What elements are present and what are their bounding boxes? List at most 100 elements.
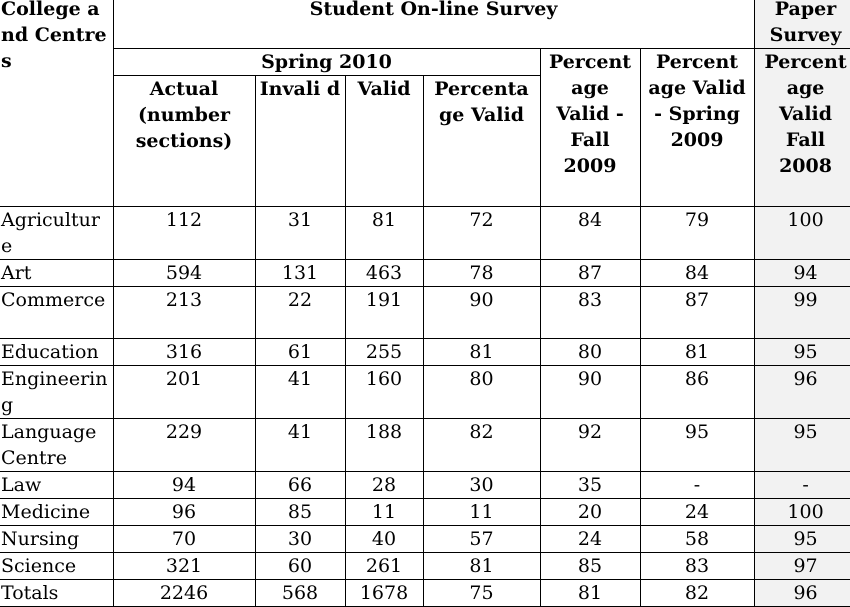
cell-valid: 160 <box>344 365 424 419</box>
header-spring-2010: Spring 2010 <box>112 48 541 76</box>
header-paper-survey: Paper Survey <box>753 0 850 49</box>
cell-fall-2008: - <box>753 471 850 499</box>
cell-invalid: 31 <box>254 206 346 260</box>
row-name: Nursing <box>0 525 114 553</box>
cell-spring-2009: 95 <box>639 418 755 472</box>
cell-pct-valid: 72 <box>422 206 541 260</box>
header-percentage-valid: Percenta ge Valid <box>422 75 541 207</box>
row-name: Law <box>0 471 114 499</box>
cell-spring-2009: 79 <box>639 206 755 260</box>
row-name: Commerce <box>0 286 114 339</box>
cell-fall-2008: 96 <box>753 579 850 607</box>
cell-fall-2008: 95 <box>753 418 850 472</box>
row-name: Language Centre <box>0 418 114 472</box>
cell-spring-2009: 24 <box>639 498 755 526</box>
cell-invalid: 85 <box>254 498 346 526</box>
cell-spring-2009: 81 <box>639 338 755 366</box>
table-row: Engineering 201 41 160 80 90 86 96 <box>0 365 850 419</box>
row-name: Medicine <box>0 498 114 526</box>
cell-actual: 213 <box>112 286 256 339</box>
cell-spring-2009: 82 <box>639 579 755 607</box>
cell-actual: 94 <box>112 471 256 499</box>
cell-actual: 2246 <box>112 579 256 607</box>
cell-fall-2008: 95 <box>753 525 850 553</box>
cell-invalid: 60 <box>254 552 346 580</box>
cell-valid: 255 <box>344 338 424 366</box>
cell-actual: 321 <box>112 552 256 580</box>
header-valid: Valid <box>344 75 424 207</box>
cell-pct-valid: 81 <box>422 338 541 366</box>
table-row: Agriculture 112 31 81 72 84 79 100 <box>0 206 850 260</box>
cell-fall-2009: 87 <box>539 259 641 287</box>
row-name: Engineering <box>0 365 114 419</box>
cell-pct-valid: 30 <box>422 471 541 499</box>
header-fall-2008: Percent age Valid Fall 2008 <box>753 48 850 207</box>
table-row: Commerce 213 22 191 90 83 87 99 <box>0 286 850 339</box>
table-row: Totals 2246 568 1678 75 81 82 96 <box>0 579 850 607</box>
cell-invalid: 41 <box>254 365 346 419</box>
cell-actual: 229 <box>112 418 256 472</box>
cell-pct-valid: 82 <box>422 418 541 472</box>
cell-invalid: 30 <box>254 525 346 553</box>
cell-invalid: 41 <box>254 418 346 472</box>
row-name: Art <box>0 259 114 287</box>
cell-invalid: 22 <box>254 286 346 339</box>
cell-fall-2009: 35 <box>539 471 641 499</box>
cell-valid: 261 <box>344 552 424 580</box>
table-row: Art 594 131 463 78 87 84 94 <box>0 259 850 287</box>
cell-spring-2009: 83 <box>639 552 755 580</box>
cell-spring-2009: 84 <box>639 259 755 287</box>
cell-pct-valid: 57 <box>422 525 541 553</box>
cell-pct-valid: 11 <box>422 498 541 526</box>
cell-actual: 96 <box>112 498 256 526</box>
header-invalid: Invali d <box>254 75 346 207</box>
cell-spring-2009: 86 <box>639 365 755 419</box>
table-row: Nursing 70 30 40 57 24 58 95 <box>0 525 850 553</box>
cell-valid: 463 <box>344 259 424 287</box>
header-online-survey: Student On-line Survey <box>112 0 755 49</box>
cell-pct-valid: 81 <box>422 552 541 580</box>
row-name: Agriculture <box>0 206 114 260</box>
cell-actual: 70 <box>112 525 256 553</box>
cell-fall-2008: 100 <box>753 498 850 526</box>
cell-fall-2009: 92 <box>539 418 641 472</box>
row-name: Totals <box>0 579 114 607</box>
row-name: Education <box>0 338 114 366</box>
cell-fall-2008: 94 <box>753 259 850 287</box>
cell-fall-2009: 83 <box>539 286 641 339</box>
header-college: College and Centres <box>0 0 114 207</box>
header-spring-2009: Percent age Valid - Spring 2009 <box>639 48 755 207</box>
cell-pct-valid: 78 <box>422 259 541 287</box>
cell-valid: 11 <box>344 498 424 526</box>
cell-pct-valid: 80 <box>422 365 541 419</box>
cell-spring-2009: 58 <box>639 525 755 553</box>
cell-invalid: 61 <box>254 338 346 366</box>
cell-fall-2008: 99 <box>753 286 850 339</box>
cell-fall-2008: 96 <box>753 365 850 419</box>
cell-spring-2009: 87 <box>639 286 755 339</box>
table-row: Science 321 60 261 81 85 83 97 <box>0 552 850 580</box>
cell-fall-2009: 80 <box>539 338 641 366</box>
cell-invalid: 66 <box>254 471 346 499</box>
cell-valid: 1678 <box>344 579 424 607</box>
cell-valid: 81 <box>344 206 424 260</box>
cell-fall-2008: 95 <box>753 338 850 366</box>
cell-invalid: 568 <box>254 579 346 607</box>
table-row: Medicine 96 85 11 11 20 24 100 <box>0 498 850 526</box>
cell-fall-2008: 100 <box>753 206 850 260</box>
cell-fall-2009: 81 <box>539 579 641 607</box>
header-actual: Actual (number sections) <box>112 75 256 207</box>
cell-invalid: 131 <box>254 259 346 287</box>
cell-pct-valid: 90 <box>422 286 541 339</box>
cell-fall-2009: 84 <box>539 206 641 260</box>
cell-fall-2009: 20 <box>539 498 641 526</box>
cell-valid: 40 <box>344 525 424 553</box>
cell-actual: 201 <box>112 365 256 419</box>
row-name: Science <box>0 552 114 580</box>
header-fall-2009: Percent age Valid - Fall 2009 <box>539 48 641 207</box>
cell-actual: 112 <box>112 206 256 260</box>
cell-fall-2009: 24 <box>539 525 641 553</box>
cell-spring-2009: - <box>639 471 755 499</box>
cell-valid: 191 <box>344 286 424 339</box>
